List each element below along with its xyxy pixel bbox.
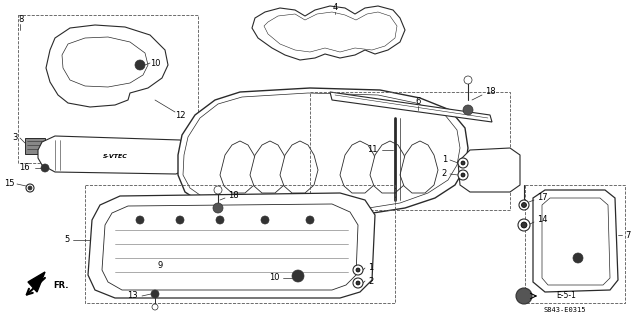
- Text: 17: 17: [537, 194, 548, 203]
- Text: 15: 15: [4, 179, 15, 188]
- Text: S843-E0315: S843-E0315: [544, 307, 586, 313]
- Text: 16: 16: [19, 164, 30, 173]
- Text: FR.: FR.: [53, 281, 68, 291]
- Text: 7: 7: [625, 231, 630, 240]
- Text: 14: 14: [537, 216, 547, 225]
- Circle shape: [213, 203, 223, 213]
- Circle shape: [464, 76, 472, 84]
- Text: 5: 5: [65, 235, 70, 244]
- Circle shape: [573, 253, 583, 263]
- Text: 6: 6: [415, 98, 420, 107]
- Bar: [85, 185, 395, 303]
- Text: 11: 11: [367, 145, 378, 154]
- Circle shape: [519, 200, 529, 210]
- Text: 18: 18: [485, 87, 495, 97]
- Circle shape: [26, 184, 34, 192]
- Circle shape: [458, 158, 468, 168]
- Text: E-5-1: E-5-1: [556, 292, 576, 300]
- Text: 4: 4: [332, 4, 338, 12]
- Circle shape: [176, 216, 184, 224]
- Circle shape: [522, 203, 527, 207]
- Polygon shape: [183, 93, 460, 212]
- Bar: [18, 15, 198, 163]
- Text: 13: 13: [127, 292, 138, 300]
- Circle shape: [356, 281, 360, 285]
- Text: 1: 1: [442, 155, 447, 165]
- Polygon shape: [220, 141, 258, 193]
- Text: 10: 10: [150, 58, 160, 68]
- Circle shape: [216, 216, 224, 224]
- Circle shape: [458, 170, 468, 180]
- Circle shape: [151, 290, 159, 298]
- Circle shape: [353, 278, 363, 288]
- Polygon shape: [370, 141, 408, 193]
- Text: S·VTEC: S·VTEC: [102, 154, 127, 160]
- Bar: [525, 185, 625, 303]
- Polygon shape: [250, 141, 288, 193]
- Polygon shape: [340, 141, 378, 193]
- Circle shape: [214, 186, 222, 194]
- Text: 12: 12: [175, 110, 186, 120]
- Text: 18: 18: [228, 191, 239, 201]
- Text: 2: 2: [442, 169, 447, 179]
- Polygon shape: [102, 204, 358, 290]
- Text: 2: 2: [368, 277, 373, 286]
- Text: 10: 10: [269, 273, 280, 283]
- Circle shape: [261, 216, 269, 224]
- Circle shape: [356, 268, 360, 272]
- Polygon shape: [533, 190, 618, 292]
- Polygon shape: [88, 193, 375, 298]
- Text: 3: 3: [13, 133, 18, 143]
- Circle shape: [516, 288, 532, 304]
- Text: 9: 9: [157, 261, 163, 270]
- Text: 1: 1: [368, 263, 373, 272]
- Bar: [310, 92, 510, 210]
- Circle shape: [461, 173, 465, 177]
- Polygon shape: [46, 25, 168, 107]
- Polygon shape: [264, 12, 397, 52]
- Polygon shape: [280, 141, 318, 193]
- Circle shape: [306, 216, 314, 224]
- Circle shape: [292, 270, 304, 282]
- Circle shape: [461, 161, 465, 165]
- Polygon shape: [38, 136, 192, 174]
- Circle shape: [136, 216, 144, 224]
- Text: 8: 8: [18, 16, 24, 25]
- Circle shape: [28, 186, 32, 190]
- Circle shape: [521, 222, 527, 228]
- Polygon shape: [330, 92, 492, 122]
- Bar: [25, 138, 45, 154]
- Polygon shape: [252, 6, 405, 60]
- Circle shape: [463, 105, 473, 115]
- Polygon shape: [28, 272, 45, 292]
- Circle shape: [152, 304, 158, 310]
- Circle shape: [41, 164, 49, 172]
- Polygon shape: [400, 141, 438, 193]
- Polygon shape: [542, 198, 610, 285]
- Circle shape: [518, 219, 530, 231]
- Polygon shape: [62, 37, 148, 87]
- Circle shape: [135, 60, 145, 70]
- Polygon shape: [178, 88, 468, 218]
- Polygon shape: [458, 148, 520, 192]
- Circle shape: [353, 265, 363, 275]
